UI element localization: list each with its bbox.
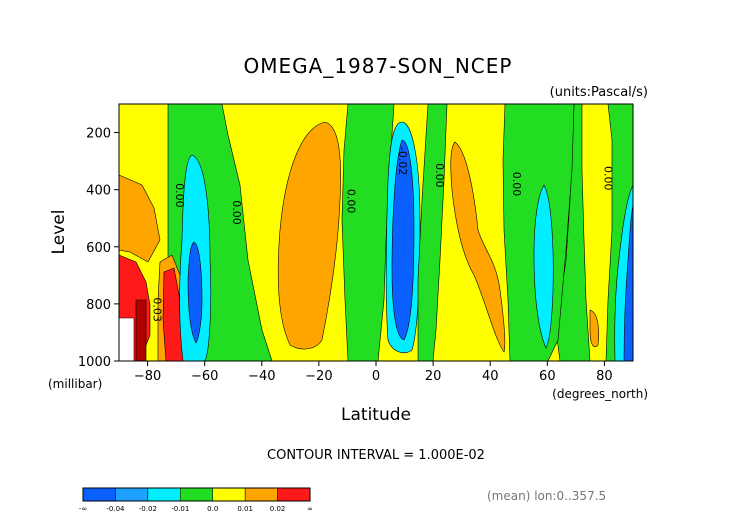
colorbar-label: -∞ (79, 505, 87, 513)
contour-region-blue-eq (391, 139, 415, 341)
colorbar-swatch (147, 487, 181, 502)
colorbar-label: -0.01 (171, 505, 189, 513)
x-tick-label: 20 (425, 369, 442, 384)
x-tick-label: −60 (191, 369, 218, 384)
contour-label: 0.00 (230, 200, 243, 225)
contour-label: 0.03 (150, 297, 163, 322)
contour-region-blue-sh (187, 241, 203, 344)
x-tick-label: −80 (134, 369, 161, 384)
contour-label: -0.02 (396, 147, 409, 175)
y-axis: 200 400 600 800 1000 (78, 127, 119, 370)
contour-label: 0.00 (510, 172, 523, 197)
contour-region-orange-sh-high (118, 174, 161, 263)
x-tick-label: 60 (539, 369, 556, 384)
colorbar-label: -0.02 (139, 505, 157, 513)
chart-title: OMEGA_1987-SON_NCEP (244, 54, 513, 78)
contour-region-missing-data-white (118, 317, 135, 362)
y-tick-label: 800 (86, 298, 111, 313)
contour-label: 0.00 (344, 189, 357, 214)
colorbar-label: 0.01 (237, 505, 253, 513)
contour-label: 0.00 (601, 166, 614, 191)
colorbar-label: 0.02 (270, 505, 286, 513)
x-axis: −80 −60 −40 −20 0 20 40 60 80 (134, 361, 613, 384)
contour-region-orange-subtropical-sh (277, 121, 341, 350)
y-tick-label: 200 (86, 127, 111, 142)
colorbar-swatch (244, 487, 278, 502)
y-axis-label: Level (49, 210, 69, 255)
contour-labels: 0.00 0.00 0.00 -0.02 0.00 0.00 0.00 0.03 (150, 147, 614, 322)
colorbar-label: 0.0 (207, 505, 218, 513)
units-label: (units:Pascal/s) (550, 85, 648, 100)
y-tick-label: 400 (86, 184, 111, 199)
y-axis-unit: (millibar) (48, 377, 102, 391)
contour-region-blue-np (623, 204, 634, 362)
contour-region-green-band-eq-right (417, 103, 448, 362)
colorbar-frame (82, 487, 311, 502)
x-tick-label: 40 (482, 369, 499, 384)
colorbar-swatch (277, 487, 311, 502)
x-tick-label: 0 (372, 369, 380, 384)
colorbar-swatch (115, 487, 149, 502)
x-tick-label: 80 (596, 369, 613, 384)
y-tick-label: 1000 (78, 355, 111, 370)
y-tick-label: 600 (86, 241, 111, 256)
colorbar-label: ∞ (307, 505, 313, 513)
colorbar: -∞ -0.04 -0.02 -0.01 0.0 0.01 0.02 ∞ (79, 487, 313, 513)
contour-region-cyan-nh (533, 184, 554, 349)
x-axis-label: Latitude (341, 405, 411, 425)
contour-region-dark-red-lines (135, 299, 147, 362)
contour-label: 0.00 (433, 163, 446, 188)
contour-label: 0.00 (173, 183, 186, 208)
contour-region-orange-nh-small (589, 309, 600, 348)
colorbar-swatch (82, 487, 116, 502)
plot-area (118, 103, 634, 362)
x-axis-unit: (degrees_north) (552, 387, 648, 401)
contour-region-orange-nh (450, 141, 506, 353)
colorbar-swatch (212, 487, 246, 502)
colorbar-label: -0.04 (106, 505, 125, 513)
x-tick-label: −20 (305, 369, 332, 384)
mean-note: (mean) lon:0..357.5 (487, 489, 606, 503)
contour-interval-text: CONTOUR INTERVAL = 1.000E-02 (267, 448, 485, 463)
x-tick-label: −40 (248, 369, 275, 384)
colorbar-swatch (180, 487, 213, 502)
